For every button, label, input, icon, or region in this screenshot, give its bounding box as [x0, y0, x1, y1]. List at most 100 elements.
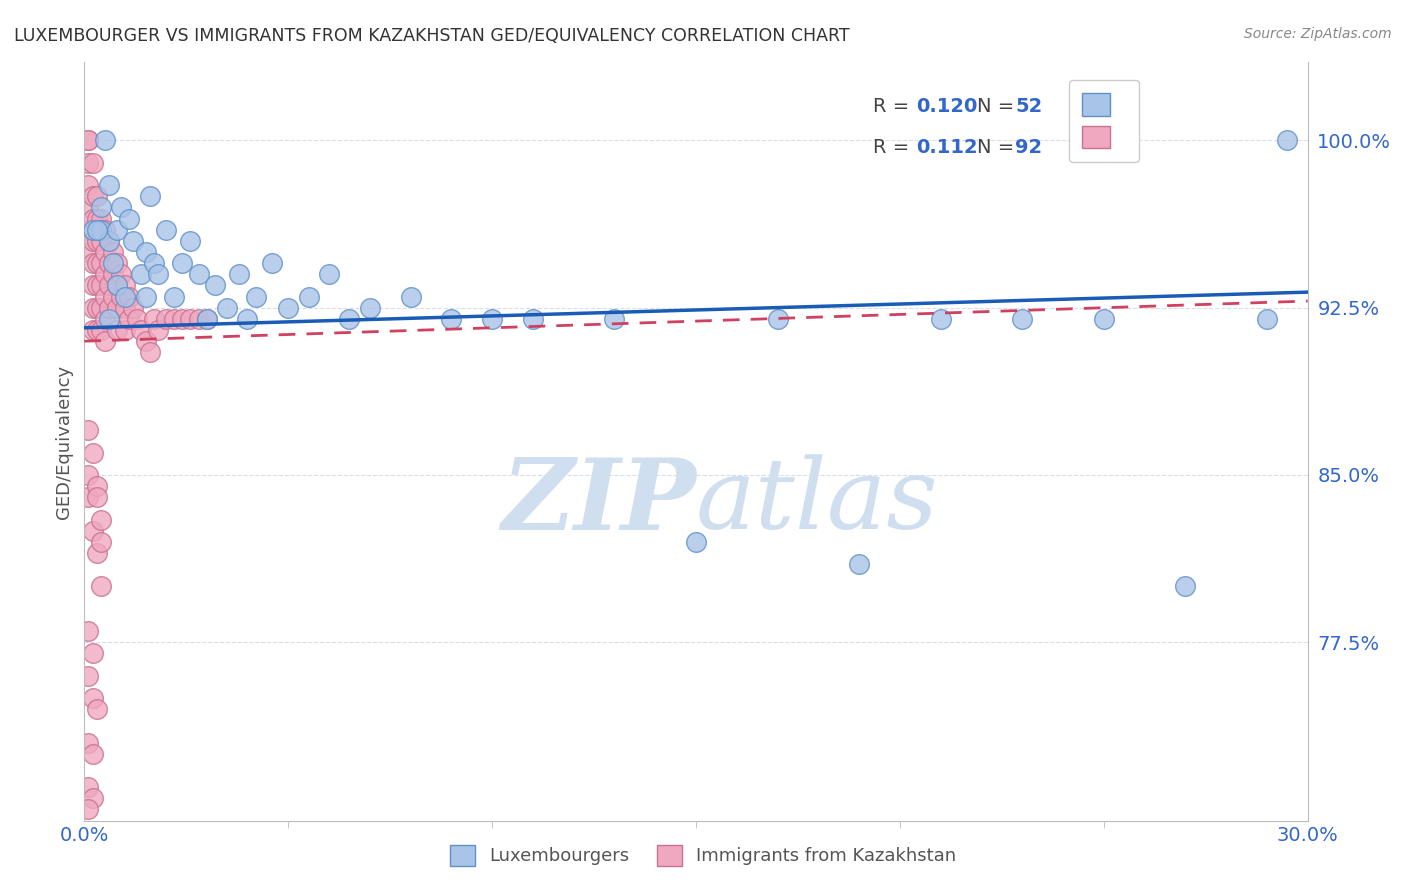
Point — [1277, 133, 1299, 147]
Point — [114, 301, 136, 315]
Point — [217, 301, 239, 315]
Text: ZIP: ZIP — [501, 454, 696, 550]
Point — [101, 289, 124, 303]
Point — [114, 289, 136, 303]
Point — [86, 479, 108, 493]
Point — [1092, 311, 1115, 326]
Point — [359, 301, 381, 315]
Point — [93, 289, 115, 303]
Point — [135, 289, 157, 303]
Point — [122, 234, 145, 248]
Point — [146, 323, 169, 337]
Point — [90, 534, 112, 549]
Point — [110, 267, 132, 281]
Point — [82, 301, 104, 315]
Point — [77, 423, 100, 437]
Text: N =: N = — [977, 138, 1021, 157]
Point — [603, 311, 626, 326]
Point — [138, 189, 160, 203]
Point — [77, 222, 100, 236]
Point — [187, 311, 209, 326]
Point — [163, 311, 186, 326]
Text: 52: 52 — [1015, 96, 1042, 116]
Legend: Luxembourgers, Immigrants from Kazakhstan: Luxembourgers, Immigrants from Kazakhsta… — [437, 832, 969, 879]
Point — [1174, 579, 1197, 593]
Point — [93, 244, 115, 259]
Point — [187, 267, 209, 281]
Point — [82, 189, 104, 203]
Point — [131, 267, 153, 281]
Point — [929, 311, 952, 326]
Point — [90, 200, 112, 214]
Point — [260, 256, 283, 270]
Point — [195, 311, 218, 326]
Point — [131, 323, 153, 337]
Point — [82, 791, 104, 805]
Point — [172, 311, 194, 326]
Point — [77, 735, 100, 749]
Point — [142, 256, 165, 270]
Point — [97, 301, 120, 315]
Text: N =: N = — [977, 96, 1021, 116]
Point — [90, 222, 112, 236]
Point — [318, 267, 340, 281]
Point — [118, 311, 141, 326]
Point — [77, 133, 100, 147]
Point — [86, 702, 108, 716]
Point — [110, 200, 132, 214]
Point — [848, 557, 870, 571]
Text: 92: 92 — [1015, 138, 1042, 157]
Point — [105, 278, 128, 293]
Text: R =: R = — [873, 96, 915, 116]
Point — [105, 222, 128, 236]
Point — [82, 211, 104, 226]
Point — [77, 802, 100, 816]
Point — [122, 301, 145, 315]
Point — [118, 211, 141, 226]
Point — [77, 490, 100, 504]
Point — [101, 267, 124, 281]
Point — [86, 189, 108, 203]
Point — [127, 311, 149, 326]
Point — [97, 234, 120, 248]
Point — [86, 301, 108, 315]
Point — [236, 311, 259, 326]
Point — [82, 256, 104, 270]
Point — [685, 534, 707, 549]
Point — [114, 323, 136, 337]
Point — [110, 289, 132, 303]
Point — [77, 780, 100, 794]
Point — [90, 278, 112, 293]
Point — [90, 323, 112, 337]
Point — [277, 301, 299, 315]
Point — [105, 278, 128, 293]
Point — [86, 222, 108, 236]
Point — [97, 234, 120, 248]
Point — [179, 311, 201, 326]
Point — [90, 512, 112, 526]
Point — [82, 646, 104, 660]
Text: Source: ZipAtlas.com: Source: ZipAtlas.com — [1244, 27, 1392, 41]
Point — [82, 222, 104, 236]
Point — [101, 256, 124, 270]
Point — [97, 256, 120, 270]
Point — [82, 690, 104, 705]
Point — [77, 244, 100, 259]
Point — [82, 234, 104, 248]
Point — [77, 668, 100, 682]
Point — [146, 267, 169, 281]
Point — [86, 256, 108, 270]
Point — [77, 624, 100, 638]
Point — [82, 155, 104, 169]
Point — [77, 155, 100, 169]
Point — [90, 256, 112, 270]
Point — [82, 278, 104, 293]
Point — [93, 133, 115, 147]
Point — [172, 256, 194, 270]
Text: 0.112: 0.112 — [917, 138, 977, 157]
Point — [77, 178, 100, 192]
Point — [399, 289, 422, 303]
Point — [86, 490, 108, 504]
Legend: , : , — [1069, 79, 1139, 161]
Point — [179, 234, 201, 248]
